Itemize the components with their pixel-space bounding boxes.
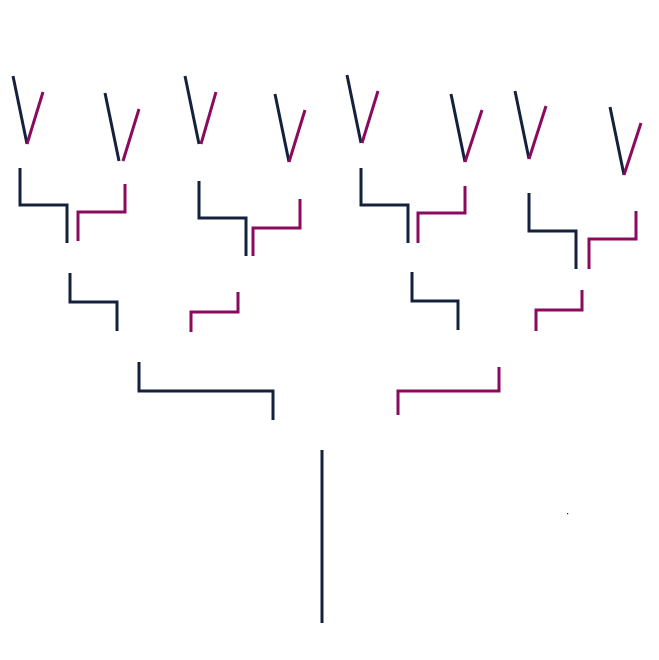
branch-l3-left-2 [197, 181, 248, 256]
leaf-v-3-left [183, 75, 201, 145]
leaf-v-1-left [11, 75, 29, 145]
leaf-v-7-right [527, 105, 548, 160]
branch-l3-right-2 [251, 199, 302, 256]
branch-l2-left-a [68, 273, 119, 331]
leaf-v-5-left [345, 74, 363, 144]
branch-l3-left-4 [527, 193, 578, 269]
leaf-v-6-left [449, 93, 467, 163]
leaf-v-4-right [287, 109, 307, 163]
stray-dot [567, 513, 569, 515]
branch-l3-right-3 [416, 186, 467, 243]
branch-l3-right-1 [76, 184, 127, 241]
branch-l3-right-4 [587, 211, 638, 269]
branch-l2-right-a [189, 292, 240, 332]
leaf-v-7-left [513, 90, 531, 160]
leaf-v-1-right [25, 91, 45, 145]
branch-l1-right [396, 367, 501, 415]
leaf-v-6-right [463, 109, 484, 163]
leaf-v-5-right [360, 90, 380, 144]
branch-l3-left-1 [18, 168, 69, 243]
branch-l2-right-b [534, 290, 584, 331]
leaf-v-3-right [199, 91, 218, 145]
leaf-v-8-right [622, 122, 643, 176]
leaf-v-4-left [273, 93, 291, 163]
branch-l3-left-3 [359, 168, 410, 243]
leaf-v-2-right [121, 108, 141, 162]
leaf-v-2-left [103, 92, 121, 162]
leaf-v-8-left [608, 106, 626, 176]
branch-l1-left [137, 362, 275, 420]
branch-l2-left-b [410, 272, 460, 330]
